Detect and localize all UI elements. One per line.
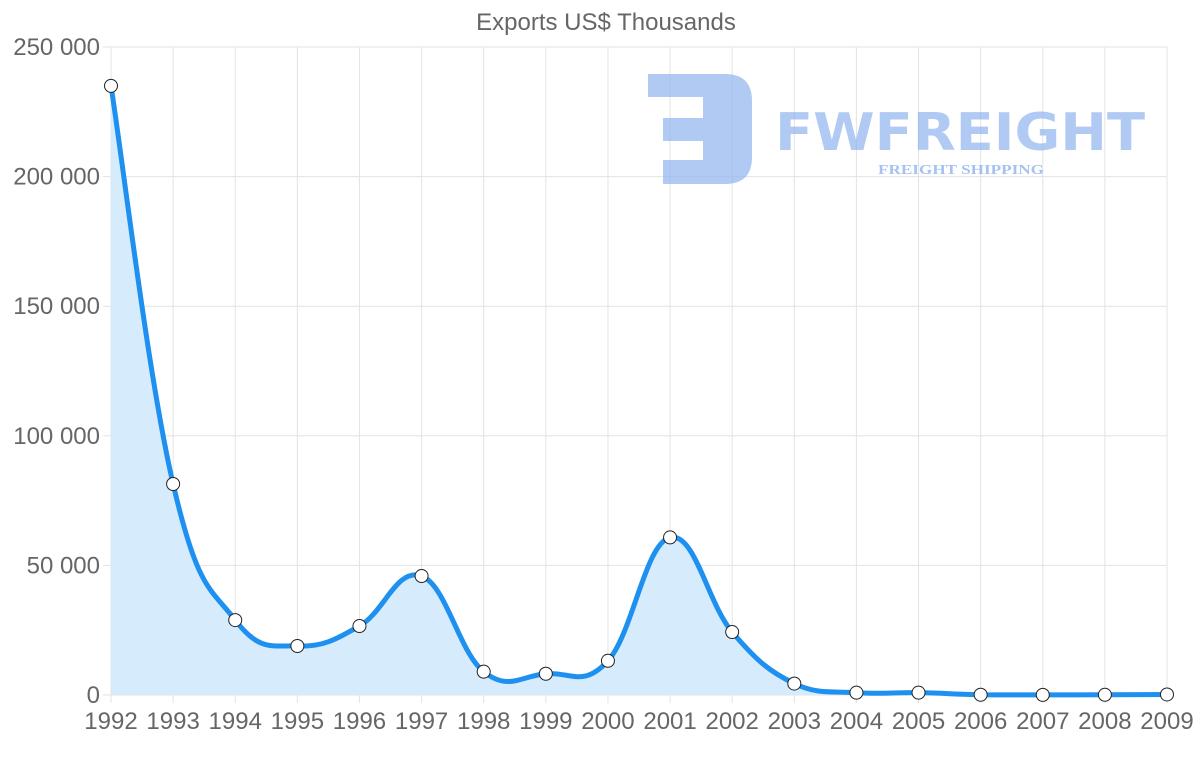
data-point-marker — [166, 477, 181, 492]
x-tick-label: 1997 — [395, 708, 448, 735]
watermark-brand: FWFREIGHT — [775, 103, 1146, 163]
y-tick-label: 150 000 — [13, 293, 100, 320]
x-tick-label: 2005 — [892, 708, 945, 735]
y-tick-label: 0 — [87, 682, 100, 709]
watermark-tagline: FREIGHT SHIPPING — [878, 163, 1044, 178]
y-tick-label: 50 000 — [27, 552, 100, 579]
x-tick-label: 2007 — [1016, 708, 1069, 735]
data-point-marker — [663, 530, 678, 545]
data-point-marker — [228, 613, 243, 628]
x-tick-label: 2003 — [768, 708, 821, 735]
x-tick-label: 1996 — [333, 708, 386, 735]
x-tick-label: 2006 — [954, 708, 1007, 735]
x-tick-label: 1999 — [519, 708, 572, 735]
series-line — [108, 85, 1168, 698]
data-point-marker — [600, 653, 615, 668]
data-point-marker — [476, 664, 491, 679]
fwfreight-watermark: FWFREIGHT FREIGHT SHIPPING — [648, 74, 1146, 184]
data-point-marker — [414, 569, 429, 584]
x-tick-label: 2000 — [581, 708, 634, 735]
data-point-marker — [1035, 687, 1050, 702]
x-tick-label: 1995 — [271, 708, 324, 735]
x-tick-label: 1993 — [146, 708, 199, 735]
x-tick-label: 2004 — [830, 708, 883, 735]
y-tick-label: 200 000 — [13, 164, 100, 191]
x-axis-ticks: 1992 1993 1994 1995 1996 1997 1998 1999 2000 2001… — [84, 708, 1193, 735]
x-tick-label: 2001 — [643, 708, 696, 735]
data-point-marker — [1097, 687, 1112, 702]
y-axis-ticks: 0 50 000 100 000 150 000 200 000 250 000 — [13, 34, 100, 709]
data-point-marker — [911, 685, 926, 700]
data-point-marker — [787, 676, 802, 691]
chart-title: Exports US$ Thousands — [476, 9, 736, 36]
data-point-marker — [104, 78, 118, 93]
y-tick-label: 250 000 — [13, 34, 100, 61]
grid-lines — [103, 46, 1168, 703]
y-tick-label: 100 000 — [13, 423, 100, 450]
data-point-marker — [1160, 687, 1174, 702]
x-tick-label: 1992 — [84, 708, 137, 735]
data-points — [104, 78, 1174, 702]
x-tick-label: 2009 — [1140, 708, 1193, 735]
data-point-marker — [538, 666, 553, 681]
data-point-marker — [290, 639, 305, 654]
fwfreight-logo-icon — [648, 74, 752, 184]
x-tick-label: 1998 — [457, 708, 510, 735]
series-area-fill — [111, 85, 1167, 695]
data-point-marker — [725, 625, 740, 640]
x-tick-label: 1994 — [209, 708, 262, 735]
data-point-marker — [973, 687, 988, 702]
x-tick-label: 2008 — [1078, 708, 1131, 735]
x-tick-label: 2002 — [705, 708, 758, 735]
data-point-marker — [352, 619, 367, 634]
data-point-marker — [849, 685, 864, 700]
